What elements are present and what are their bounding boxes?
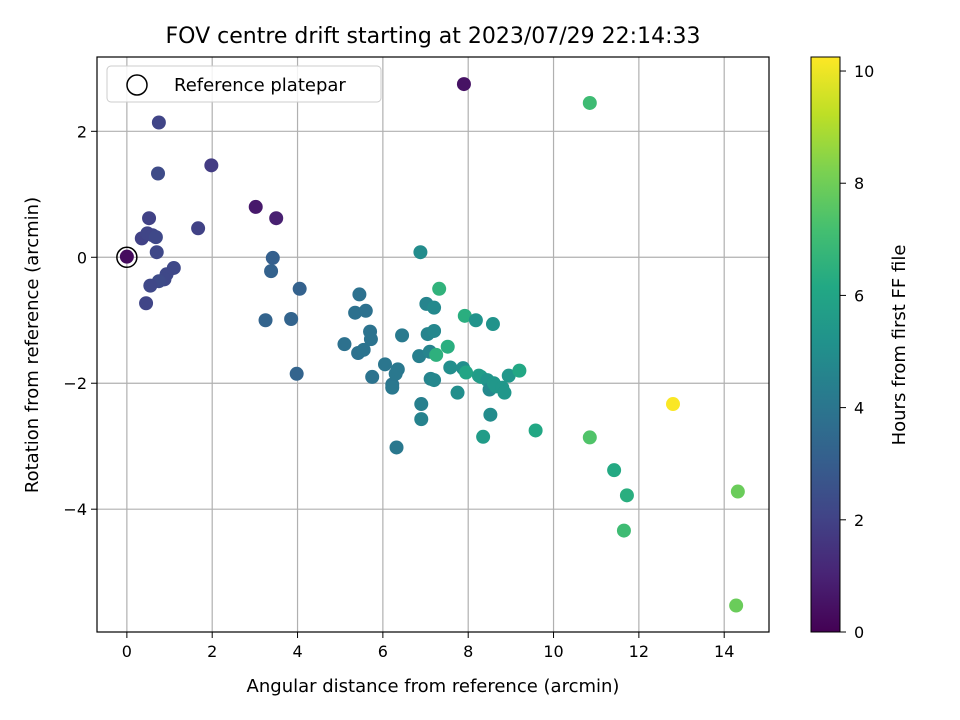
y-axis-label: Rotation from reference (arcmin)	[22, 197, 43, 493]
data-point	[337, 337, 352, 352]
legend-marker-icon	[126, 74, 148, 96]
colorbar-label: Hours from first FF file	[889, 245, 910, 446]
data-point	[457, 308, 472, 323]
colorbar-tick-label: 4	[854, 399, 864, 418]
data-point	[427, 373, 442, 388]
data-point	[666, 397, 680, 412]
legend-box	[106, 65, 382, 103]
x-tick-label: 14	[714, 642, 734, 661]
y-tick-label: 2	[77, 122, 87, 141]
data-point	[248, 199, 263, 214]
data-point	[582, 95, 597, 110]
data-point	[389, 440, 404, 455]
x-tick-label: 0	[122, 642, 132, 661]
data-point	[497, 385, 512, 400]
legend-entry-reference-platepar: Reference platepar	[174, 75, 346, 96]
data-point	[512, 363, 527, 378]
data-point	[264, 264, 279, 279]
data-point	[412, 349, 427, 364]
data-point	[616, 523, 631, 538]
data-point	[429, 347, 444, 362]
data-point	[528, 423, 543, 438]
data-point	[151, 166, 166, 181]
data-point	[395, 328, 410, 343]
x-tick-label: 8	[463, 642, 473, 661]
data-point	[358, 303, 373, 318]
data-point	[413, 245, 428, 260]
x-axis-ticks: 0 2 4 6 8 10 12 14	[122, 632, 734, 661]
data-point	[385, 380, 400, 395]
data-point	[450, 385, 465, 400]
data-point	[443, 360, 458, 375]
data-point	[378, 357, 392, 372]
colorbar-tick-label: 0	[854, 623, 864, 642]
data-point	[149, 245, 164, 260]
data-point	[619, 488, 634, 503]
data-point	[119, 249, 134, 264]
data-point	[363, 332, 378, 347]
data-point	[729, 598, 744, 613]
data-point	[292, 281, 307, 296]
colorbar-tick-label: 10	[854, 62, 874, 81]
data-point	[143, 278, 158, 293]
colorbar-gradient	[810, 56, 841, 633]
data-point	[476, 429, 491, 444]
data-point	[427, 323, 442, 338]
data-point	[204, 158, 219, 173]
data-point	[459, 365, 474, 380]
data-point	[348, 305, 363, 320]
data-point	[582, 430, 597, 445]
colorbar-tick-label: 8	[854, 174, 864, 193]
data-point	[414, 412, 429, 427]
colorbar-tick-label: 6	[854, 286, 864, 305]
data-point	[352, 287, 367, 302]
reference-platepar-marker	[116, 246, 138, 269]
data-point	[269, 211, 284, 226]
y-axis-ticks: 2 0 −2 −4	[63, 122, 97, 519]
data-point	[432, 281, 447, 296]
data-point	[390, 362, 405, 377]
data-point	[258, 313, 273, 328]
x-axis-label: Angular distance from reference (arcmin)	[247, 676, 620, 697]
data-point	[284, 311, 299, 326]
plot-area-frame	[96, 56, 770, 633]
grid-lines	[97, 57, 769, 632]
y-tick-label: −4	[63, 500, 87, 519]
data-point	[427, 300, 442, 315]
data-point	[468, 313, 483, 328]
legend: Reference platepar	[106, 65, 382, 103]
x-tick-label: 10	[543, 642, 563, 661]
data-points	[116, 77, 745, 613]
data-point	[607, 463, 622, 478]
data-point	[191, 221, 206, 236]
data-point	[265, 250, 280, 265]
data-point	[289, 366, 304, 381]
x-tick-label: 4	[292, 642, 302, 661]
data-point	[414, 397, 429, 412]
x-tick-label: 2	[207, 642, 217, 661]
data-point	[501, 368, 516, 383]
data-point	[151, 115, 166, 130]
y-tick-label: −2	[63, 374, 87, 393]
data-point	[483, 407, 498, 422]
y-tick-label: 0	[77, 248, 87, 267]
colorbar: 0 2 4 6 8 10 Hours from first FF file	[810, 56, 910, 642]
colorbar-ticks: 0 2 4 6 8 10	[840, 62, 874, 642]
chart-title: FOV centre drift starting at 2023/07/29 …	[166, 24, 701, 49]
data-point	[148, 230, 163, 245]
data-point	[365, 369, 380, 384]
colorbar-tick-label: 2	[854, 511, 864, 530]
x-tick-label: 6	[378, 642, 388, 661]
data-point	[139, 296, 154, 311]
data-point	[485, 317, 500, 332]
data-point	[456, 77, 471, 92]
data-point	[142, 211, 157, 226]
data-point	[730, 484, 745, 499]
x-tick-label: 12	[629, 642, 649, 661]
data-point	[356, 342, 371, 357]
data-point	[440, 339, 455, 354]
